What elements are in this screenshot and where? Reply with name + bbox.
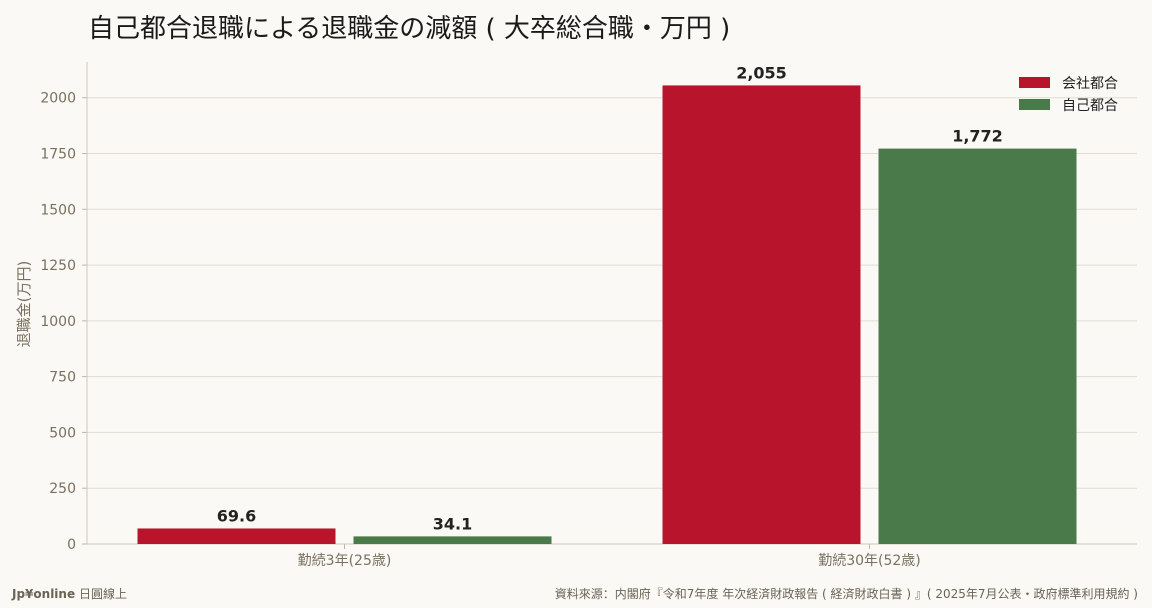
bar-value-label: 1,772 bbox=[952, 127, 1003, 146]
y-tick-label: 750 bbox=[49, 370, 76, 386]
legend-label: 自己都合 bbox=[1062, 98, 1118, 114]
x-tick-label: 勤続3年(25歳) bbox=[298, 552, 392, 569]
y-axis-label: 退職金(万円) bbox=[15, 261, 33, 348]
footer-source: 資料來源：内閣府『令和7年度 年次経済財政報告 ( 経済財政白書 ) 』( 20… bbox=[554, 587, 1138, 601]
axes: 0 250 500 750 1000 1250 1500 1750 2000 勤続3年(25歳) 勤… bbox=[40, 62, 1137, 569]
y-tick-label: 1250 bbox=[40, 258, 76, 274]
bar bbox=[662, 85, 861, 545]
bar-value-label: 34.1 bbox=[433, 514, 472, 533]
y-tick-label: 500 bbox=[49, 425, 76, 441]
y-tick-label: 0 bbox=[67, 537, 76, 553]
bars bbox=[137, 85, 1077, 545]
legend-swatch bbox=[1019, 77, 1050, 88]
bar bbox=[878, 148, 1077, 544]
bar bbox=[353, 536, 552, 544]
brand-name: Jp¥online bbox=[12, 587, 76, 601]
y-tick-label: 1000 bbox=[40, 314, 76, 330]
bar bbox=[137, 528, 336, 544]
brand-suffix: 日圓線上 bbox=[78, 587, 127, 601]
chart-title: 自己都合退職による退職金の減額 ( 大卒総合職・万円 ) bbox=[88, 14, 731, 44]
legend-swatch bbox=[1019, 99, 1050, 110]
y-tick-label: 1750 bbox=[40, 146, 76, 162]
data-labels: 69.6 34.1 2,055 1,772 bbox=[217, 63, 1003, 533]
y-tick-label: 250 bbox=[49, 481, 76, 497]
footer-brand: Jp¥online 日圓線上 bbox=[12, 585, 127, 602]
legend-label: 会社都合 bbox=[1062, 76, 1118, 92]
bar-value-label: 69.6 bbox=[217, 506, 256, 525]
y-tick-label: 2000 bbox=[40, 91, 76, 107]
x-tick-label: 勤続30年(52歳) bbox=[818, 552, 921, 569]
bar-value-label: 2,055 bbox=[736, 63, 787, 82]
y-tick-label: 1500 bbox=[40, 202, 76, 218]
